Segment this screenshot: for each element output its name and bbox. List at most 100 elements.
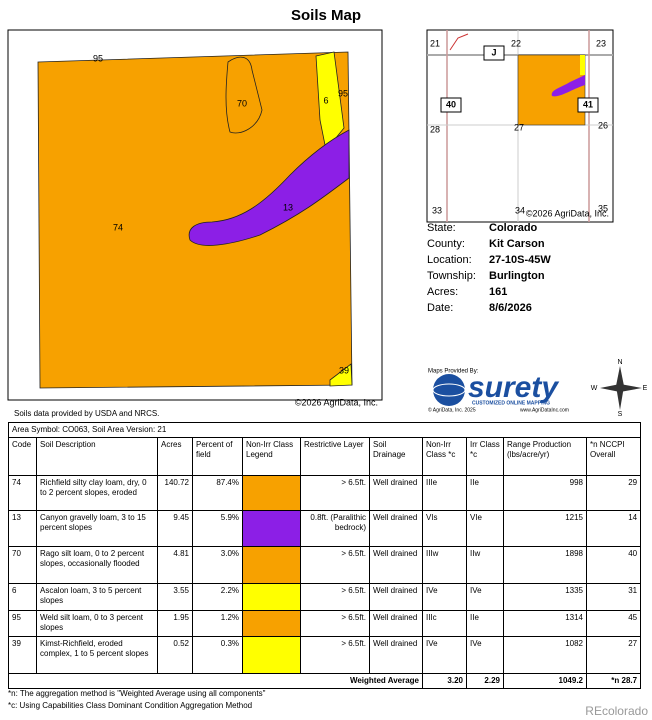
table-row: 39 Kimst-Richfield, eroded complex, 1 to …	[8, 636, 642, 674]
locator-label: 35	[598, 203, 608, 213]
map-label: 74	[113, 222, 123, 232]
logo-url: www.AgriDataInc.com	[520, 407, 569, 413]
table-cell: 1314	[503, 610, 587, 637]
table-cell: 998	[503, 475, 587, 511]
table-cell: 31	[585, 583, 642, 611]
table-cell: IVe	[422, 583, 467, 611]
table-cell: VIe	[466, 510, 504, 547]
table-cell: 6	[8, 583, 37, 611]
table-cell: 27	[585, 636, 642, 674]
locator-soil	[580, 55, 585, 75]
footnote: *c: Using Capabilities Class Dominant Co…	[8, 701, 253, 710]
table-cell: > 6.5ft.	[300, 475, 370, 511]
logo-globe	[433, 374, 465, 406]
table-cell: 39	[8, 636, 37, 674]
table-cell: 1335	[503, 583, 587, 611]
info-value: 27-10S-45W	[489, 254, 551, 266]
soil-74	[37, 51, 353, 389]
soil-70	[225, 56, 263, 134]
table-cell: 1.95	[157, 610, 193, 637]
locator-soil	[551, 75, 585, 97]
table-cell: 3.0%	[192, 546, 243, 584]
compass-w: W	[591, 385, 598, 392]
footnote: *n: The aggregation method is "Weighted …	[8, 689, 266, 698]
total-value: 2.29	[466, 673, 504, 689]
table-cell: 13	[8, 510, 37, 547]
table-cell: 1.2%	[192, 610, 243, 637]
table-row: 74 Richfield silty clay loam, dry, 0 to 2…	[8, 475, 642, 511]
table-cell: Well drained	[369, 610, 423, 637]
map-label: 95	[338, 88, 348, 98]
table-cell: 1082	[503, 636, 587, 674]
locator-label: J	[491, 47, 496, 57]
table-cell: > 6.5ft.	[300, 610, 370, 637]
table-cell: Weld silt loam, 0 to 3 percent slopes	[36, 610, 158, 637]
table-cell: 0.3%	[192, 636, 243, 674]
header-cell: Non-Irr Class *c	[422, 437, 467, 476]
info-label: Date:	[427, 302, 454, 314]
legend-swatch	[242, 636, 301, 674]
header-cell: Irr Class *c	[466, 437, 504, 476]
total-value: *n 28.7	[585, 673, 642, 689]
soil-13	[188, 129, 350, 246]
logo-tagline: CUSTOMIZED ONLINE MAPPING	[472, 400, 550, 406]
legend-swatch	[242, 475, 301, 511]
total-value: 3.20	[422, 673, 467, 689]
table-cell: 140.72	[157, 475, 193, 511]
locator-copyright: ©2026 AgriData, Inc.	[526, 208, 609, 218]
info-value: 161	[489, 286, 508, 298]
table-cell: Richfield silty clay loam, dry, 0 to 2 p…	[36, 475, 158, 511]
table-cell: 74	[8, 475, 37, 511]
header-cell: Percent of field	[192, 437, 243, 476]
locator-field	[517, 54, 586, 126]
caption-row: Area Symbol: CO063, Soil Area Version: 2…	[7, 422, 642, 438]
table-cell: IIIw	[422, 546, 467, 584]
table-cell: IVe	[466, 636, 504, 674]
table-cell: 3.55	[157, 583, 193, 611]
legend-swatch	[242, 510, 301, 547]
table-cell: VIs	[422, 510, 467, 547]
compass-e: E	[643, 385, 648, 392]
info-label: State:	[427, 222, 456, 234]
header-cell: Range Production (lbs/acre/yr)	[503, 437, 587, 476]
caption: Area Symbol: CO063, Soil Area Version: 2…	[7, 422, 642, 438]
legend-swatch	[242, 583, 301, 611]
total-row: Weighted Average 3.20 2.29 1049.2 *n 28.7	[8, 673, 642, 689]
road-shield	[577, 97, 599, 113]
table-cell: 1215	[503, 510, 587, 547]
map-label: 70	[237, 98, 247, 108]
info-value: Burlington	[489, 270, 545, 282]
map-copyright: ©2026 AgriData, Inc.	[295, 397, 378, 407]
table-cell: Rago silt loam, 0 to 2 percent slopes, o…	[36, 546, 158, 584]
info-label: Acres:	[427, 286, 459, 298]
info-value: 8/6/2026	[489, 302, 532, 314]
table-cell: IVe	[422, 636, 467, 674]
table-cell: 2.2%	[192, 583, 243, 611]
table-cell: Kimst-Richfield, eroded complex, 1 to 5 …	[36, 636, 158, 674]
title: Soils Map	[291, 7, 361, 24]
table-cell: 9.45	[157, 510, 193, 547]
source-note: Soils data provided by USDA and NRCS.	[14, 409, 159, 418]
table-row: 13 Canyon gravelly loam, 3 to 15 percent …	[8, 510, 642, 547]
table-cell: IIe	[466, 475, 504, 511]
table-row: 6 Ascalon loam, 3 to 5 percent slopes 3.55…	[8, 583, 642, 611]
road	[449, 33, 469, 51]
header-cell: *n NCCPI Overall	[585, 437, 642, 476]
logo-brand: surety	[468, 371, 559, 404]
road-shield	[483, 45, 505, 61]
header-cell: Code	[8, 437, 37, 476]
table-cell: IIw	[466, 546, 504, 584]
map-label: 13	[283, 202, 293, 212]
compass-n: N	[617, 359, 622, 366]
locator-label: 27	[514, 122, 524, 132]
info-label: Township:	[427, 270, 476, 282]
locator-label: 33	[432, 205, 442, 215]
road-shield	[440, 97, 462, 113]
watermark: REcolorado	[585, 704, 648, 718]
map-label: 6	[323, 95, 328, 105]
table-cell: > 6.5ft.	[300, 636, 370, 674]
table-cell: 14	[585, 510, 642, 547]
table-cell: 45	[585, 610, 642, 637]
